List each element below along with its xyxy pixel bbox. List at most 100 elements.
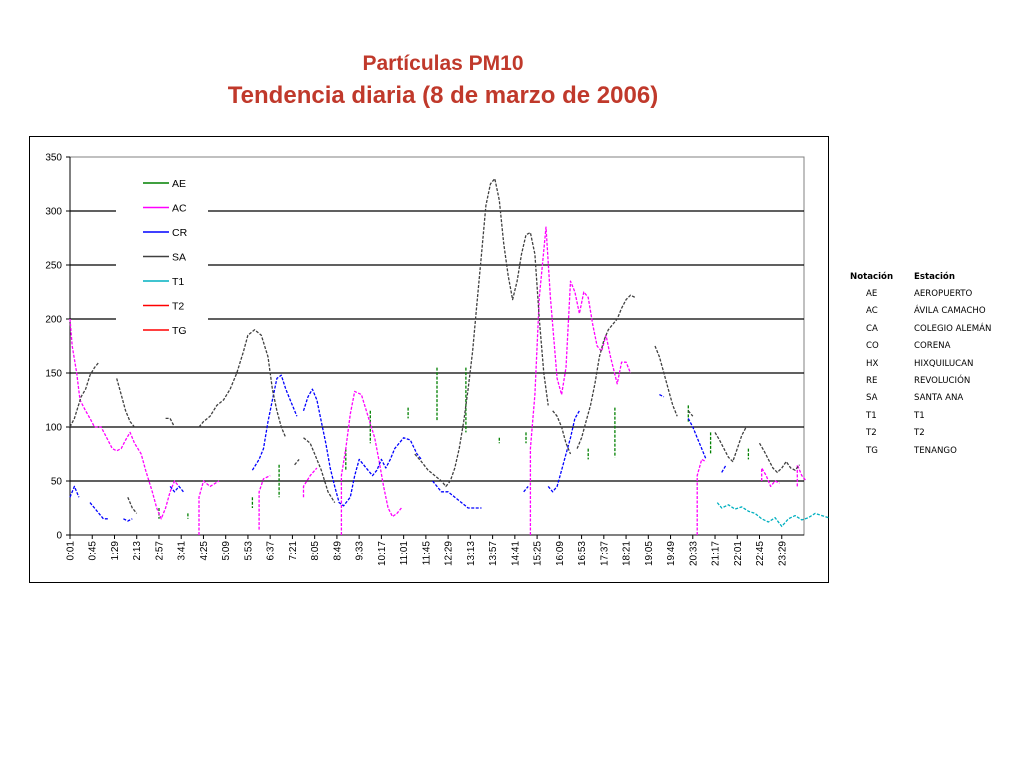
x-tick-label: 22:45 <box>755 541 766 566</box>
station-name: TENANGO <box>914 445 957 456</box>
x-tick-label: 23:29 <box>777 541 788 566</box>
y-tick-label: 0 <box>56 531 62 542</box>
series-line-ac <box>529 226 632 535</box>
y-tick-label: 250 <box>45 261 62 272</box>
series-line-sa <box>116 378 136 428</box>
station-name: COLEGIO ALEMÁN <box>914 323 992 334</box>
series-line-cr <box>687 418 707 460</box>
y-tick-label: 150 <box>45 369 62 380</box>
x-tick-label: 2:13 <box>132 541 143 561</box>
station-name: HIXQUILUCAN <box>914 358 974 369</box>
station-code: AE <box>866 289 878 300</box>
table-row: CA COLEGIO ALEMÁN <box>850 320 992 337</box>
station-code: CA <box>866 323 878 334</box>
x-tick-label: 18:21 <box>622 541 633 566</box>
x-tick-label: 13:57 <box>488 541 499 566</box>
series-line-sa <box>758 442 801 474</box>
station-name: CORENA <box>914 341 951 352</box>
series-line-cr <box>69 485 80 498</box>
table-row: T2 T2 <box>850 425 992 442</box>
series-line-sa <box>654 345 678 417</box>
series-line-cr <box>251 374 298 471</box>
table-row: SA SANTA ANA <box>850 390 992 407</box>
series-line-ac <box>69 318 180 520</box>
legend-label-tg: TG <box>172 325 187 337</box>
series-line-ac <box>796 464 807 487</box>
y-tick-label: 50 <box>51 477 63 488</box>
x-tick-label: 4:25 <box>199 541 210 561</box>
x-tick-label: 12:29 <box>444 541 455 566</box>
x-tick-label: 11:01 <box>399 541 410 566</box>
table-row: AE AEROPUERTO <box>850 285 992 302</box>
x-tick-label: 15:25 <box>533 541 544 566</box>
station-table-header: Notación Estación <box>850 268 992 285</box>
x-tick-label: 1:29 <box>110 541 121 561</box>
station-code: T2 <box>866 428 877 439</box>
station-name: T2 <box>914 428 925 439</box>
series-line-cr <box>523 485 529 493</box>
x-tick-label: 10:17 <box>377 541 388 566</box>
x-tick-label: 5:09 <box>221 541 232 561</box>
table-row: HX HIXQUILUCAN <box>850 355 992 372</box>
station-name: REVOLUCIÓN <box>914 376 971 387</box>
legend-box <box>116 171 208 339</box>
station-code: T1 <box>866 410 877 421</box>
table-row: CO CORENA <box>850 338 992 355</box>
series-line-ac <box>198 480 220 535</box>
chart-title-line-1: Partículas PM10 <box>362 52 524 75</box>
x-tick-label: 21:17 <box>711 541 722 566</box>
series-line-ac <box>302 467 318 498</box>
station-name: AEROPUERTO <box>914 289 973 300</box>
legend-label-t2: T2 <box>172 301 184 313</box>
x-tick-label: 9:33 <box>355 541 366 561</box>
series-line-ac <box>258 475 271 530</box>
station-legend-table: Notación Estación AE AEROPUERTO AC ÁVILA C… <box>850 268 992 459</box>
header-notation: Notación <box>850 271 894 282</box>
pm10-line-chart: 0 50 100 150 200 250 300 350 0:01 0:45 1:29 2:13 2:5… <box>45 153 829 566</box>
y-tick-label: 200 <box>45 315 62 326</box>
station-code: CO <box>866 341 879 352</box>
chart-title-line-2: Tendencia diaria (8 de marzo de 2006) <box>227 82 659 109</box>
x-tick-label: 19:05 <box>644 541 655 566</box>
series-line-ac <box>696 458 707 535</box>
x-tick-label: 20:33 <box>688 541 699 566</box>
x-tick-label: 2:57 <box>154 541 165 561</box>
legend-label-t1: T1 <box>172 276 184 288</box>
x-tick-label: 19:49 <box>666 541 677 566</box>
series-line-sa <box>714 426 747 463</box>
station-name: T1 <box>914 410 925 421</box>
x-tick-label: 16:53 <box>577 541 588 566</box>
x-tick-label: 14:41 <box>510 541 521 566</box>
series-line-ac <box>340 390 402 535</box>
y-tick-label: 100 <box>45 423 62 434</box>
legend-label-sa: SA <box>172 252 186 264</box>
legend-label-ae: AE <box>172 178 186 190</box>
series-line-sa <box>303 437 336 503</box>
x-tick-label: 13:13 <box>466 541 477 566</box>
y-tick-label: 350 <box>45 153 62 164</box>
x-tick-label: 11:45 <box>421 541 432 566</box>
station-code: HX <box>866 358 879 369</box>
series-line-sa <box>127 496 138 514</box>
series-line-cr <box>123 518 133 522</box>
x-tick-label: 17:37 <box>599 541 610 566</box>
table-row: AC ÁVILA CAMACHO <box>850 303 992 320</box>
series-line-cr <box>432 480 482 509</box>
station-code: TG <box>866 445 878 456</box>
series-line-sa <box>552 410 572 455</box>
x-tick-label: 0:01 <box>66 541 77 561</box>
x-tick-label: 0:45 <box>88 541 99 561</box>
series-line-sa <box>687 410 694 417</box>
series-line-sa <box>69 361 100 428</box>
header-station: Estación <box>914 271 955 282</box>
x-tick-label: 8:05 <box>310 541 321 561</box>
table-row: T1 T1 <box>850 407 992 424</box>
x-tick-label: 6:37 <box>266 541 277 561</box>
series-line-ac <box>761 467 780 488</box>
y-tick-label: 300 <box>45 207 62 218</box>
station-code: AC <box>866 306 878 317</box>
series-line-sa <box>294 458 300 466</box>
table-row: TG TENANGO <box>850 442 992 459</box>
series-line-cr <box>659 394 665 398</box>
table-row: RE REVOLUCIÓN <box>850 372 992 389</box>
